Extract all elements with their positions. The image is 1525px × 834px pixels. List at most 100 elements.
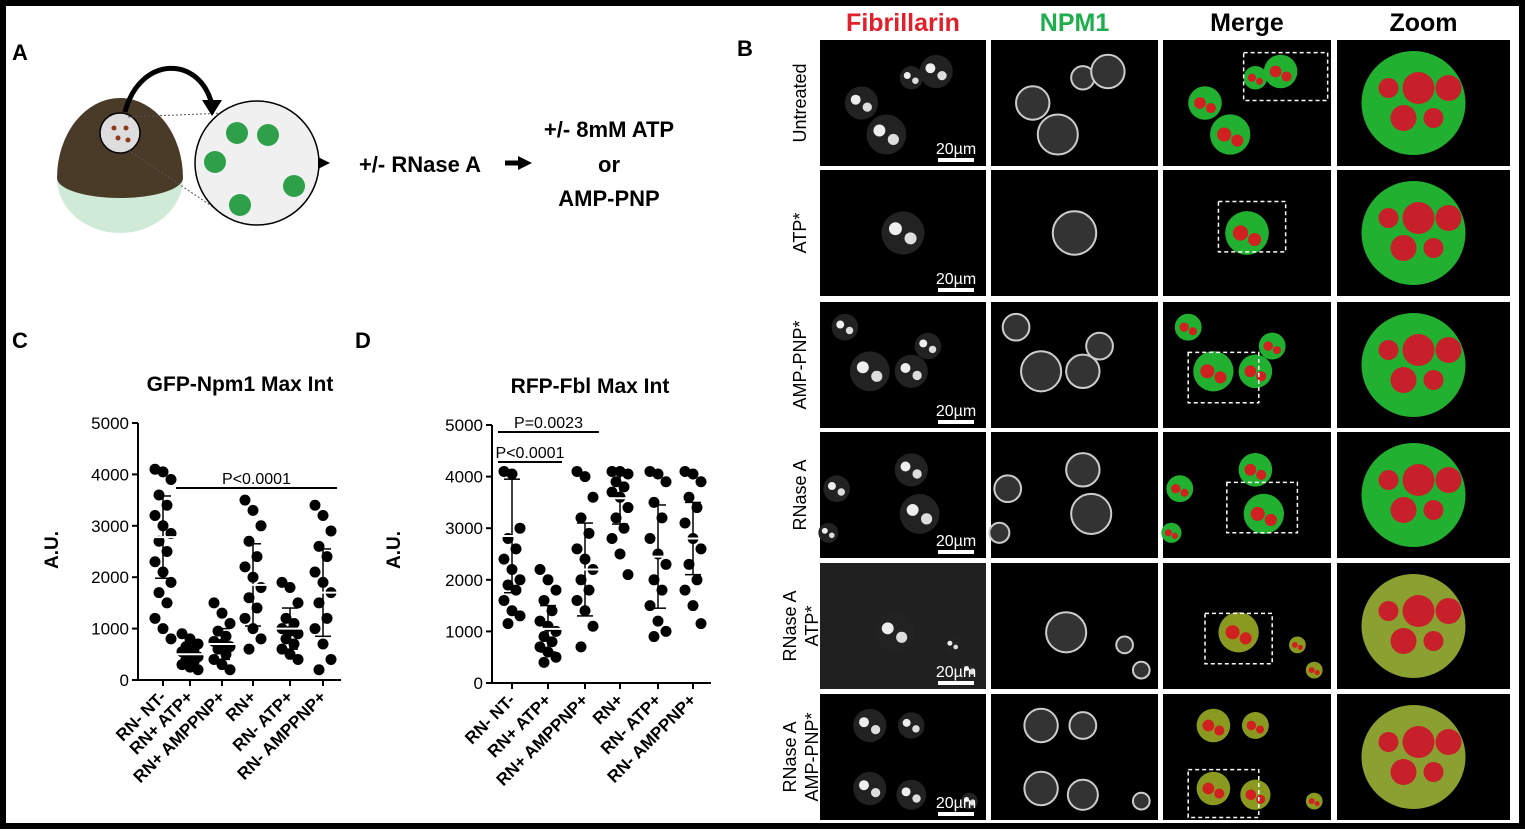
scale-bar-label: 20µm (936, 664, 976, 681)
data-point (660, 558, 672, 570)
zoom-box (1187, 768, 1260, 819)
y-tick-label: 5000 (91, 414, 129, 433)
nucleus (961, 661, 978, 679)
nucleolus (1200, 364, 1215, 379)
data-point (583, 584, 595, 596)
zoom-nucleolus (1402, 202, 1435, 234)
arrow (122, 65, 215, 113)
p-value: P=0.0023 (514, 415, 583, 432)
data-point (534, 615, 546, 627)
zoom-nucleolus (1435, 75, 1462, 101)
step-text: AMP-PNP (558, 186, 659, 211)
data-point (534, 563, 546, 575)
row-label-line: AMP-PNP* (790, 320, 810, 409)
data-point (325, 653, 337, 665)
arrowhead (518, 156, 532, 170)
nucleolus (856, 361, 869, 374)
nucleus (919, 54, 953, 89)
droplet (257, 124, 279, 146)
panel-label: D (355, 328, 371, 353)
row-label: RNase A (790, 459, 810, 530)
data-point (165, 576, 177, 588)
nucleolus (1214, 725, 1225, 736)
data-point (325, 525, 337, 537)
row-label-line: RNase A (780, 590, 800, 661)
data-point (161, 499, 173, 511)
data-point (571, 465, 583, 477)
row-label: AMP-PNP* (790, 320, 810, 409)
zoom-nucleolus (1423, 238, 1444, 258)
data-point (538, 594, 550, 606)
data-point (498, 553, 510, 565)
data-point (542, 574, 554, 586)
nucleolus (1272, 346, 1281, 355)
nucleolus (1248, 233, 1262, 247)
dot (125, 137, 131, 143)
nucleus (1065, 353, 1101, 389)
nucleus (818, 522, 839, 543)
micrograph (1163, 40, 1331, 166)
zoom-nucleolus (1378, 601, 1399, 621)
data-point (622, 502, 634, 514)
zoom-nucleolus (1435, 598, 1462, 624)
nucleus (853, 771, 887, 806)
nucleus (1020, 350, 1063, 393)
data-point (502, 579, 514, 591)
nucleus (1023, 770, 1059, 807)
nucleolus (902, 718, 911, 727)
column-header: Fibrillarin (846, 9, 960, 37)
nucleolus (837, 488, 845, 496)
nucleolus (821, 527, 828, 534)
data-point (687, 468, 699, 480)
row-label: RNase A AMP-PNP* (780, 712, 822, 801)
nucleolus (912, 370, 922, 381)
data-point (208, 597, 220, 609)
nucleus (874, 612, 915, 653)
nucleus (1131, 660, 1151, 680)
nucleus (1065, 452, 1101, 488)
nucleus (993, 474, 1023, 504)
column-header: NPM1 (1040, 9, 1110, 37)
data-point (587, 620, 599, 632)
nucleus (1068, 711, 1098, 740)
dot (123, 125, 129, 131)
data-point (284, 648, 296, 660)
panel-label: A (12, 40, 28, 65)
data-point (255, 581, 267, 593)
row-label-line: Untreated (790, 63, 810, 142)
data-point (498, 594, 510, 606)
row-label-line: ATP* (802, 606, 822, 647)
zoom-nucleolus (1435, 729, 1462, 755)
data-point (652, 468, 664, 480)
data-point (644, 533, 656, 545)
nucleus (1051, 210, 1098, 256)
nucleolus (827, 482, 836, 491)
nucleolus (1308, 798, 1315, 805)
data-point (149, 612, 161, 624)
data-point (317, 510, 329, 522)
data-point (691, 574, 703, 586)
dot (111, 125, 117, 131)
nucleolus (1269, 65, 1282, 78)
data-point (321, 551, 333, 563)
data-point (251, 551, 263, 563)
nucleolus (1194, 97, 1206, 109)
chart-title: GFP-Npm1 Max Int (147, 373, 334, 396)
y-tick-label: 5000 (445, 416, 483, 435)
nucleus-small (99, 112, 141, 154)
data-point (216, 659, 228, 671)
nucleolus (836, 320, 845, 329)
data-point (176, 628, 188, 640)
nucleolus (904, 232, 917, 245)
data-point (239, 494, 251, 506)
nucleus (894, 453, 928, 487)
zoom-nucleolus (1390, 759, 1417, 785)
data-point (587, 491, 599, 503)
row-label: RNase A ATP* (780, 590, 822, 661)
nucleolus (1202, 782, 1215, 795)
data-point (161, 546, 173, 557)
nucleolus (928, 345, 937, 354)
nucleolus (1255, 77, 1264, 85)
nucleus (823, 475, 850, 502)
nucleolus (1291, 641, 1298, 648)
